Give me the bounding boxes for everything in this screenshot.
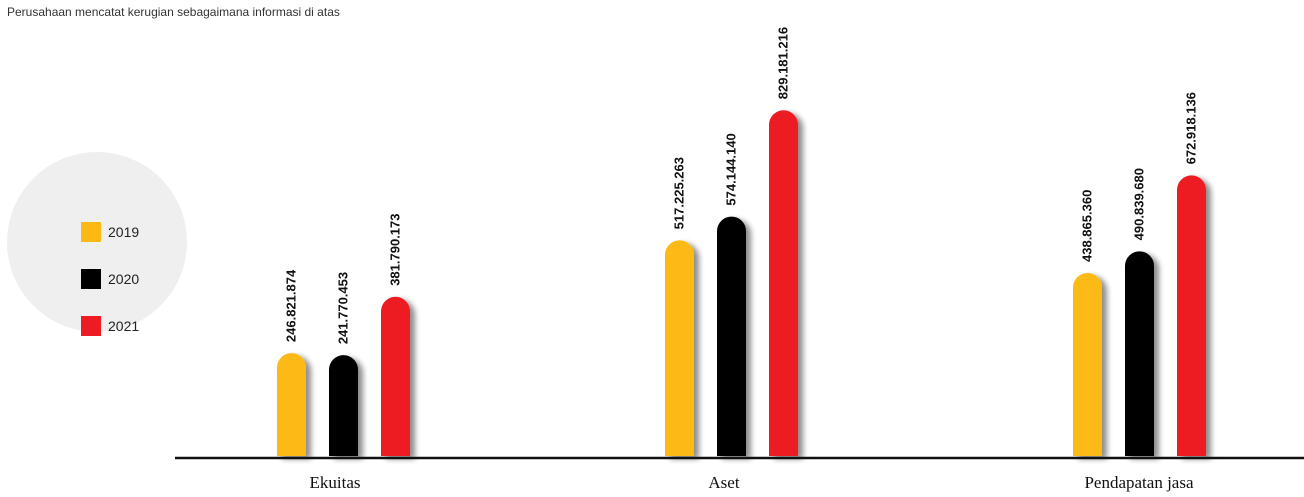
bar-ekuitas-2019 bbox=[277, 353, 306, 456]
bar-aset-2020 bbox=[717, 216, 746, 456]
legend-swatch-2019 bbox=[81, 222, 101, 242]
legend-item-2020: 2020 bbox=[81, 269, 139, 289]
value-label-aset-2020: 574.144.140 bbox=[724, 133, 739, 205]
category-label-pendapatan-jasa: Pendapatan jasa bbox=[1084, 473, 1193, 492]
legend: 2019 2020 2021 bbox=[7, 152, 187, 336]
bar-pendapatan-jasa-2021 bbox=[1177, 175, 1206, 457]
legend-item-2021: 2021 bbox=[81, 316, 139, 336]
value-label-pendapatan-jasa-2021: 672.918.136 bbox=[1184, 92, 1199, 164]
bar-ekuitas-2020 bbox=[329, 355, 358, 456]
bar-pendapatan-jasa-2020 bbox=[1125, 251, 1154, 456]
bar-aset-2021 bbox=[769, 110, 798, 457]
legend-swatch-2020 bbox=[81, 269, 101, 289]
bar-ekuitas-2021 bbox=[381, 296, 410, 456]
legend-label-2020: 2020 bbox=[108, 271, 140, 287]
value-label-ekuitas-2021: 381.790.173 bbox=[388, 213, 403, 285]
legend-swatch-2021 bbox=[81, 316, 101, 336]
value-label-aset-2021: 829.181.216 bbox=[776, 27, 791, 99]
bar-pendapatan-jasa-2019 bbox=[1073, 272, 1102, 456]
value-label-ekuitas-2019: 246.821.874 bbox=[284, 269, 299, 342]
legend-item-2019: 2019 bbox=[81, 222, 139, 242]
chart-note: Perusahaan mencatat kerugian sebagaimana… bbox=[7, 5, 340, 19]
value-label-aset-2019: 517.225.263 bbox=[672, 157, 687, 229]
category-label-ekuitas: Ekuitas bbox=[310, 473, 361, 492]
category-label-aset: Aset bbox=[708, 473, 739, 492]
legend-label-2019: 2019 bbox=[108, 224, 140, 240]
bar-aset-2019 bbox=[665, 240, 694, 456]
legend-label-2021: 2021 bbox=[108, 318, 140, 334]
value-label-ekuitas-2020: 241.770.453 bbox=[336, 272, 351, 344]
value-label-pendapatan-jasa-2020: 490.839.680 bbox=[1132, 168, 1147, 240]
value-label-pendapatan-jasa-2019: 438.865.360 bbox=[1080, 190, 1095, 262]
